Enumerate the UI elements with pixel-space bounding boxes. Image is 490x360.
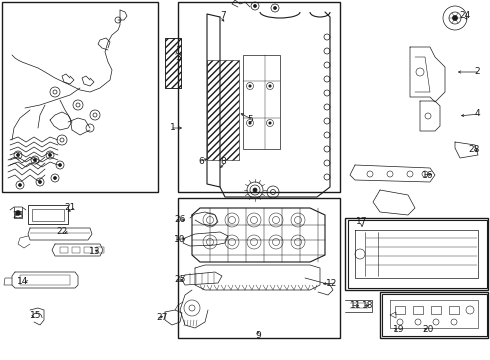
Circle shape xyxy=(58,163,62,166)
Circle shape xyxy=(39,180,42,184)
Text: 11: 11 xyxy=(350,301,362,310)
Text: 2: 2 xyxy=(474,68,480,77)
Text: 27: 27 xyxy=(156,314,168,323)
Bar xyxy=(2,2,158,192)
Text: 12: 12 xyxy=(326,279,337,288)
Circle shape xyxy=(253,4,256,8)
Circle shape xyxy=(273,6,276,9)
Text: 24: 24 xyxy=(460,12,470,21)
Bar xyxy=(165,38,181,88)
Text: 9: 9 xyxy=(255,330,261,339)
Circle shape xyxy=(253,188,257,192)
Text: 28: 28 xyxy=(468,145,480,154)
Bar xyxy=(165,38,181,88)
Bar xyxy=(96,247,104,253)
Bar xyxy=(84,247,92,253)
Bar xyxy=(207,60,239,160)
Text: 22: 22 xyxy=(57,228,68,237)
Text: 15: 15 xyxy=(30,311,42,320)
Circle shape xyxy=(33,158,36,162)
Text: 23: 23 xyxy=(12,211,24,220)
Text: 25: 25 xyxy=(174,275,185,284)
Text: 21: 21 xyxy=(65,202,76,211)
Text: 18: 18 xyxy=(362,301,373,310)
Bar xyxy=(72,247,80,253)
Text: 5: 5 xyxy=(247,116,253,125)
Text: 4: 4 xyxy=(474,109,480,118)
Bar xyxy=(20,275,70,285)
Circle shape xyxy=(19,184,22,186)
Bar xyxy=(382,294,487,336)
Text: 8: 8 xyxy=(220,158,226,166)
Bar xyxy=(178,198,340,338)
Circle shape xyxy=(49,153,51,157)
Text: 26: 26 xyxy=(174,216,185,225)
Circle shape xyxy=(269,85,271,87)
Circle shape xyxy=(452,15,458,21)
Bar xyxy=(32,209,64,221)
Text: 19: 19 xyxy=(393,325,405,334)
Bar xyxy=(380,292,488,338)
Text: 7: 7 xyxy=(220,12,226,21)
Text: 16: 16 xyxy=(422,171,434,180)
Bar xyxy=(28,205,68,224)
Bar xyxy=(449,306,459,314)
Bar xyxy=(60,247,68,253)
Bar xyxy=(243,55,280,149)
Circle shape xyxy=(249,122,251,124)
Text: 17: 17 xyxy=(356,217,368,226)
Circle shape xyxy=(269,122,271,124)
Circle shape xyxy=(16,211,21,216)
Text: 3: 3 xyxy=(175,53,181,62)
Text: 1: 1 xyxy=(170,123,176,132)
Bar xyxy=(178,2,340,192)
Circle shape xyxy=(17,153,20,157)
Text: 6: 6 xyxy=(198,158,204,166)
Text: 13: 13 xyxy=(89,248,100,256)
Bar xyxy=(395,306,405,314)
Bar xyxy=(413,306,423,314)
Bar xyxy=(431,306,441,314)
Text: 14: 14 xyxy=(17,278,28,287)
Text: 20: 20 xyxy=(422,325,433,334)
Circle shape xyxy=(249,85,251,87)
Circle shape xyxy=(53,176,56,180)
Text: 10: 10 xyxy=(174,235,186,244)
Bar xyxy=(348,220,487,288)
Bar xyxy=(345,218,488,290)
